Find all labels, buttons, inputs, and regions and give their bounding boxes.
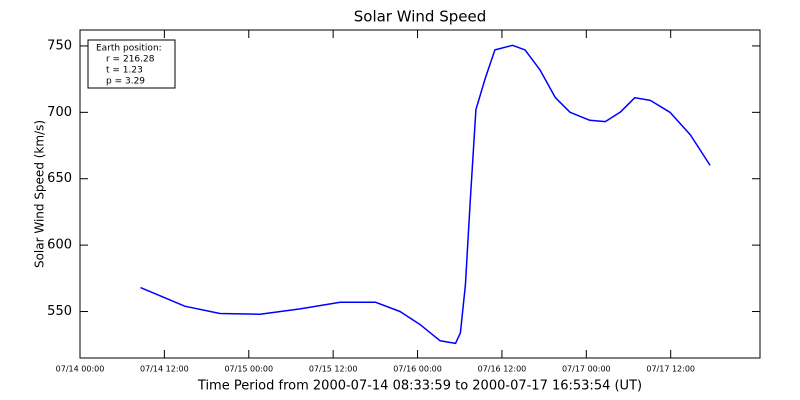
x-tick-label: 07/17 12:00: [646, 365, 695, 374]
y-tick-label: 600: [47, 238, 72, 253]
x-tick-label: 07/15 00:00: [224, 365, 273, 374]
annotation-box: [87, 39, 176, 89]
x-tick-label: 07/17 00:00: [562, 365, 611, 374]
x-tick-label: 07/14 12:00: [140, 365, 189, 374]
annotation: p = 3.29: [106, 77, 145, 87]
annotation: r = 216.28: [106, 55, 155, 65]
annotation: t = 1.23: [106, 66, 143, 76]
y-tick-label: 650: [47, 171, 72, 186]
x-tick-label: 07/14 00:00: [56, 365, 105, 374]
y-tick-label: 550: [47, 304, 72, 319]
x-tick-label: 07/16 00:00: [393, 365, 442, 374]
x-tick-label: 07/15 12:00: [309, 365, 358, 374]
plot-frame: [79, 29, 761, 359]
data-line: [140, 44, 711, 345]
x-tick-label: 07/16 12:00: [478, 365, 527, 374]
y-tick-label: 750: [47, 38, 72, 53]
annotation: Earth position:: [96, 44, 162, 54]
y-axis-label: Solar Wind Speed (km/s): [33, 120, 47, 268]
x-axis-label: Time Period from 2000-07-14 08:33:59 to …: [197, 379, 642, 394]
y-tick-label: 700: [47, 105, 72, 120]
chart-title: Solar Wind Speed: [354, 8, 486, 26]
